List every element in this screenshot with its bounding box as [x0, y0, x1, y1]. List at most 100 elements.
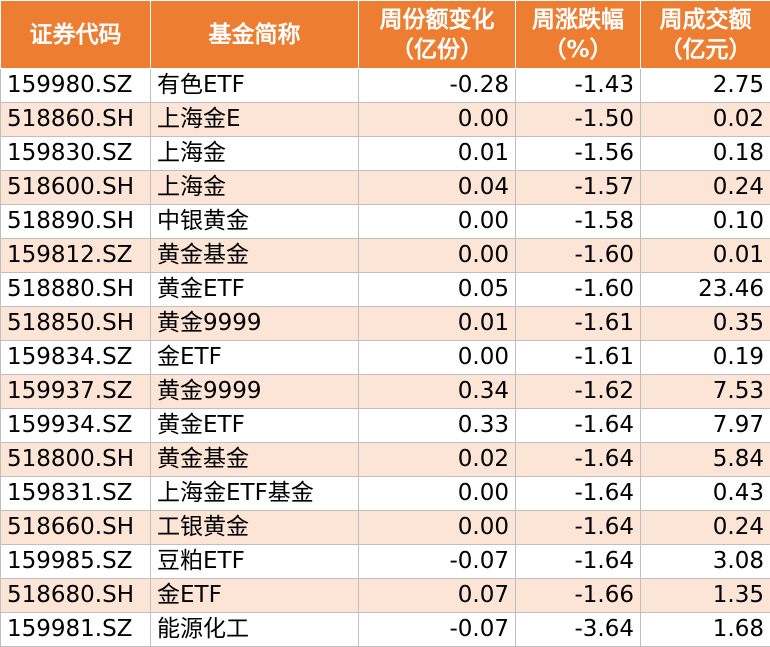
table-cell: 0.05 — [358, 272, 516, 307]
table-cell: 0.34 — [358, 374, 516, 409]
table-cell: 0.33 — [358, 408, 516, 443]
header-text: （亿份） — [391, 36, 483, 63]
table-row: 518880.SH 黄金ETF 0.05 -1.60 23.46 — [0, 272, 770, 307]
table-cell: -1.50 — [515, 102, 641, 137]
table-cell: 0.19 — [640, 340, 770, 375]
table-cell: 0.00 — [358, 238, 516, 273]
header-text: 证券代码 — [29, 21, 122, 48]
table-cell: -1.61 — [515, 340, 641, 375]
table-cell: 159937.SZ — [0, 374, 151, 409]
table-cell: 黄金基金 — [150, 442, 359, 477]
table-cell: -0.07 — [358, 544, 516, 579]
table-cell: 能源化工 — [150, 612, 359, 647]
table-cell: 518600.SH — [0, 170, 151, 205]
table-cell: 0.01 — [358, 306, 516, 341]
table-cell: -1.64 — [515, 408, 641, 443]
table-cell: 黄金ETF — [150, 272, 359, 307]
table-cell: -1.60 — [515, 272, 641, 307]
table-cell: -3.64 — [515, 612, 641, 647]
header-cell: 周份额变化 （亿份） — [358, 0, 516, 69]
table-cell: 159981.SZ — [0, 612, 151, 647]
header-text: 周份额变化 — [379, 6, 495, 33]
table-cell: -1.61 — [515, 306, 641, 341]
table-cell: 159830.SZ — [0, 136, 151, 171]
table-cell: -1.58 — [515, 204, 641, 239]
table-cell: -1.62 — [515, 374, 641, 409]
table-cell: -0.28 — [358, 68, 516, 103]
header-cell: 证券代码 — [0, 0, 151, 69]
table-cell: 0.02 — [640, 102, 770, 137]
table-cell: 金ETF — [150, 340, 359, 375]
table-cell: 0.00 — [358, 102, 516, 137]
table-cell: 0.00 — [358, 204, 516, 239]
table-cell: 518800.SH — [0, 442, 151, 477]
table-cell: 工银黄金 — [150, 510, 359, 545]
header-row: 证券代码 基金简称 周份额变化 （亿份） 周涨跌幅 （%） 周成交额 （亿元） — [0, 0, 770, 69]
table-cell: 7.53 — [640, 374, 770, 409]
table-cell: 159980.SZ — [0, 68, 151, 103]
table-cell: 518860.SH — [0, 102, 151, 137]
table-cell: 0.18 — [640, 136, 770, 171]
table-row: 159985.SZ 豆粕ETF -0.07 -1.64 3.08 — [0, 544, 770, 579]
table-row: 159830.SZ 上海金 0.01 -1.56 0.18 — [0, 136, 770, 171]
table-row: 159812.SZ 黄金基金 0.00 -1.60 0.01 — [0, 238, 770, 273]
table-cell: -1.57 — [515, 170, 641, 205]
table-cell: 黄金ETF — [150, 408, 359, 443]
table-cell: 1.35 — [640, 578, 770, 613]
table-row: 518660.SH 工银黄金 0.00 -1.64 0.24 — [0, 510, 770, 545]
table-cell: 159934.SZ — [0, 408, 151, 443]
header-text: （%） — [543, 36, 613, 63]
table-cell: -0.07 — [358, 612, 516, 647]
table-cell: 23.46 — [640, 272, 770, 307]
table-cell: 金ETF — [150, 578, 359, 613]
table-cell: 0.07 — [358, 578, 516, 613]
table-cell: 0.10 — [640, 204, 770, 239]
table-body: 159980.SZ 有色ETF -0.28 -1.43 2.75 518860.SH 上海金… — [0, 68, 770, 647]
table-cell: 0.01 — [640, 238, 770, 273]
table-cell: 0.00 — [358, 510, 516, 545]
table-cell: 0.43 — [640, 476, 770, 511]
table-cell: 上海金E — [150, 102, 359, 137]
table-row: 518800.SH 黄金基金 0.02 -1.64 5.84 — [0, 442, 770, 477]
table-cell: -1.64 — [515, 442, 641, 477]
header-cell: 周涨跌幅 （%） — [515, 0, 641, 69]
table-cell: 0.24 — [640, 170, 770, 205]
table-row: 159937.SZ 黄金9999 0.34 -1.62 7.53 — [0, 374, 770, 409]
table-row: 518680.SH 金ETF 0.07 -1.66 1.35 — [0, 578, 770, 613]
table-cell: 518890.SH — [0, 204, 151, 239]
table-cell: 518850.SH — [0, 306, 151, 341]
table-cell: -1.66 — [515, 578, 641, 613]
table-cell: 159834.SZ — [0, 340, 151, 375]
table-row: 518600.SH 上海金 0.04 -1.57 0.24 — [0, 170, 770, 205]
table-cell: -1.64 — [515, 544, 641, 579]
table-cell: 159985.SZ — [0, 544, 151, 579]
table-cell: 中银黄金 — [150, 204, 359, 239]
table-cell: -1.56 — [515, 136, 641, 171]
table-cell: 0.04 — [358, 170, 516, 205]
table-cell: 2.75 — [640, 68, 770, 103]
header-text: （亿元） — [659, 36, 752, 63]
table-row: 159834.SZ 金ETF 0.00 -1.61 0.19 — [0, 340, 770, 375]
table-cell: -1.64 — [515, 476, 641, 511]
table-cell: 0.24 — [640, 510, 770, 545]
table-cell: 上海金 — [150, 170, 359, 205]
table-cell: 3.08 — [640, 544, 770, 579]
table-row: 518850.SH 黄金9999 0.01 -1.61 0.35 — [0, 306, 770, 341]
table-cell: 0.02 — [358, 442, 516, 477]
table-cell: 0.00 — [358, 476, 516, 511]
table-cell: 159831.SZ — [0, 476, 151, 511]
table-cell: 0.01 — [358, 136, 516, 171]
header-text: 基金简称 — [208, 21, 301, 48]
table-cell: 159812.SZ — [0, 238, 151, 273]
table-cell: 518880.SH — [0, 272, 151, 307]
table-cell: 7.97 — [640, 408, 770, 443]
header-cell: 基金简称 — [150, 0, 359, 69]
table-cell: 黄金9999 — [150, 306, 359, 341]
table-cell: 1.68 — [640, 612, 770, 647]
table-row: 159831.SZ 上海金ETF基金 0.00 -1.64 0.43 — [0, 476, 770, 511]
table-cell: 518680.SH — [0, 578, 151, 613]
table-cell: 有色ETF — [150, 68, 359, 103]
table-cell: 上海金 — [150, 136, 359, 171]
